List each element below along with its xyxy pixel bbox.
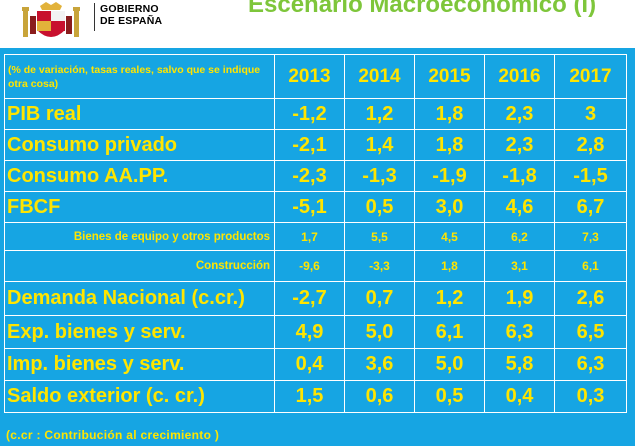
year-header: 2013 [274,54,345,99]
value-cell: 6,5 [554,315,627,349]
macro-table: (% de variación, tasas reales, salvo que… [4,54,627,413]
table-row: Exp. bienes y serv. 4,9 5,0 6,1 6,3 6,5 [4,315,627,349]
row-label: Consumo privado [4,129,275,161]
table-row: Construcción -9,6 -3,3 1,8 3,1 6,1 [4,250,627,282]
value-cell: 6,1 [414,315,485,349]
header-row: (% de variación, tasas reales, salvo que… [4,54,627,99]
value-cell: 3,1 [484,250,555,282]
row-label: PIB real [4,98,275,130]
value-cell: -2,3 [274,160,345,192]
row-label: Saldo exterior (c. cr.) [4,380,275,413]
value-cell: 6,7 [554,191,627,223]
value-cell: 1,7 [274,222,345,251]
footnote: (c.cr : Contribución al crecimiento ) [6,428,220,442]
table-row: PIB real -1,2 1,2 1,8 2,3 3 [4,98,627,130]
value-cell: 5,0 [344,315,415,349]
row-label: Construcción [4,250,275,282]
value-cell: 3,0 [414,191,485,223]
value-cell: 0,4 [484,380,555,413]
value-cell: -3,3 [344,250,415,282]
value-cell: 0,5 [344,191,415,223]
value-cell: -1,3 [344,160,415,192]
value-cell: 5,8 [484,348,555,381]
year-header: 2014 [344,54,415,99]
logo-line-2: DE ESPAÑA [100,15,163,27]
value-cell: 4,9 [274,315,345,349]
value-cell: -5,1 [274,191,345,223]
value-cell: 2,6 [554,281,627,316]
table-row: Demanda Nacional (c.cr.) -2,7 0,7 1,2 1,9 2,6 [4,281,627,316]
value-cell: -1,9 [414,160,485,192]
row-label: Consumo AA.PP. [4,160,275,192]
logo-line-1: GOBIERNO [100,3,159,15]
value-cell: 1,8 [414,250,485,282]
value-cell: 2,3 [484,98,555,130]
value-cell: 2,3 [484,129,555,161]
year-header: 2015 [414,54,485,99]
value-cell: 3,6 [344,348,415,381]
value-cell: -2,7 [274,281,345,316]
value-cell: 6,3 [484,315,555,349]
value-cell: 1,2 [344,98,415,130]
row-label: Bienes de equipo y otros productos [4,222,275,251]
value-cell: 2,8 [554,129,627,161]
row-label: Exp. bienes y serv. [4,315,275,349]
value-cell: -9,6 [274,250,345,282]
slide-title: Escenario Macroeconómico (I) [248,0,597,18]
gobierno-logo: GOBIERNO DE ESPAÑA [22,0,182,44]
logo-divider [94,3,95,31]
value-cell: 0,4 [274,348,345,381]
value-cell: -1,5 [554,160,627,192]
value-cell: 1,8 [414,129,485,161]
coat-of-arms-icon [22,2,80,37]
value-cell: 5,0 [414,348,485,381]
value-cell: 6,3 [554,348,627,381]
value-cell: -1,8 [484,160,555,192]
row-label: Imp. bienes y serv. [4,348,275,381]
logo-text: GOBIERNO DE ESPAÑA [100,3,162,27]
table-row: FBCF -5,1 0,5 3,0 4,6 6,7 [4,191,627,223]
table-row: Bienes de equipo y otros productos 1,7 5,5… [4,222,627,251]
value-cell: 1,9 [484,281,555,316]
value-cell: 6,1 [554,250,627,282]
table-body: (% de variación, tasas reales, salvo que… [4,54,627,413]
value-cell: 7,3 [554,222,627,251]
value-cell: 0,3 [554,380,627,413]
year-header: 2017 [554,54,627,99]
value-cell: 1,5 [274,380,345,413]
header-band [0,0,635,48]
row-label: Demanda Nacional (c.cr.) [4,281,275,316]
value-cell: 3 [554,98,627,130]
value-cell: -1,2 [274,98,345,130]
row-label: FBCF [4,191,275,223]
table-row: Consumo AA.PP. -2,3 -1,3 -1,9 -1,8 -1,5 [4,160,627,192]
value-cell: 0,7 [344,281,415,316]
year-header: 2016 [484,54,555,99]
table-row: Saldo exterior (c. cr.) 1,5 0,6 0,5 0,4 0,3 [4,380,627,413]
units-note: (% de variación, tasas reales, salvo que… [4,54,275,99]
value-cell: 4,6 [484,191,555,223]
table-row: Consumo privado -2,1 1,4 1,8 2,3 2,8 [4,129,627,161]
value-cell: 0,5 [414,380,485,413]
value-cell: 4,5 [414,222,485,251]
value-cell: 0,6 [344,380,415,413]
value-cell: 5,5 [344,222,415,251]
value-cell: -2,1 [274,129,345,161]
value-cell: 6,2 [484,222,555,251]
value-cell: 1,4 [344,129,415,161]
table-row: Imp. bienes y serv. 0,4 3,6 5,0 5,8 6,3 [4,348,627,381]
value-cell: 1,2 [414,281,485,316]
value-cell: 1,8 [414,98,485,130]
